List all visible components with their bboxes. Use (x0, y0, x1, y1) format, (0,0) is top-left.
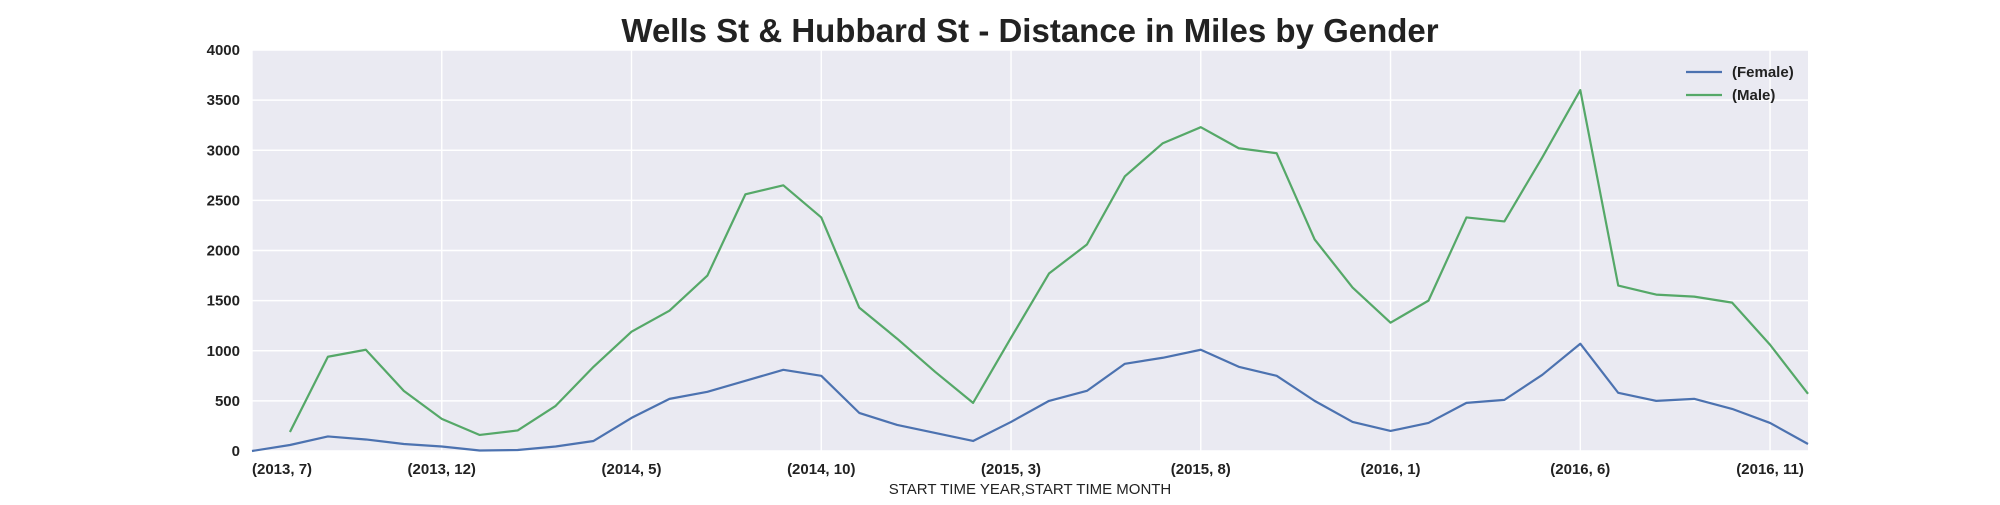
y-tick-label: 4000 (207, 42, 240, 59)
y-tick-label: 2000 (207, 243, 240, 260)
x-tick-label: (2016, 11) (1736, 461, 1804, 478)
x-axis-label: START TIME YEAR,START TIME MONTH (889, 481, 1172, 498)
x-tick-label: (2015, 3) (981, 461, 1041, 478)
x-tick-label: (2014, 5) (601, 461, 661, 478)
x-tick-label: (2013, 12) (408, 461, 476, 478)
y-tick-label: 2500 (207, 192, 240, 209)
legend: (Female) (Male) (1686, 64, 1794, 104)
x-tick-label: (2014, 10) (787, 461, 855, 478)
y-tick-label: 3000 (207, 142, 240, 159)
y-tick-label: 500 (215, 393, 240, 410)
y-tick-label: 1000 (207, 343, 240, 360)
grid-lines (251, 49, 1808, 452)
x-tick-label: (2016, 1) (1361, 461, 1421, 478)
chart-title: Wells St & Hubbard St - Distance in Mile… (621, 12, 1438, 49)
y-tick-label: 3500 (207, 92, 240, 109)
x-axis-ticks: (2013, 7) (2013, 12) (2014, 5) (2014, 10) (2… (252, 461, 1804, 478)
y-tick-label: 1500 (207, 293, 240, 310)
x-tick-label: (2015, 8) (1171, 461, 1231, 478)
legend-label: (Female) (1732, 64, 1794, 81)
legend-label: (Male) (1732, 87, 1775, 104)
x-tick-label: (2016, 6) (1550, 461, 1610, 478)
series-line (288, 89, 1809, 437)
series-line (251, 342, 1809, 453)
y-axis-ticks: 0 500 1000 1500 2000 2500 3000 3500 4000 (207, 42, 240, 460)
y-tick-label: 0 (232, 443, 240, 460)
x-tick-label: (2013, 7) (252, 461, 312, 478)
series-lines (251, 89, 1809, 453)
